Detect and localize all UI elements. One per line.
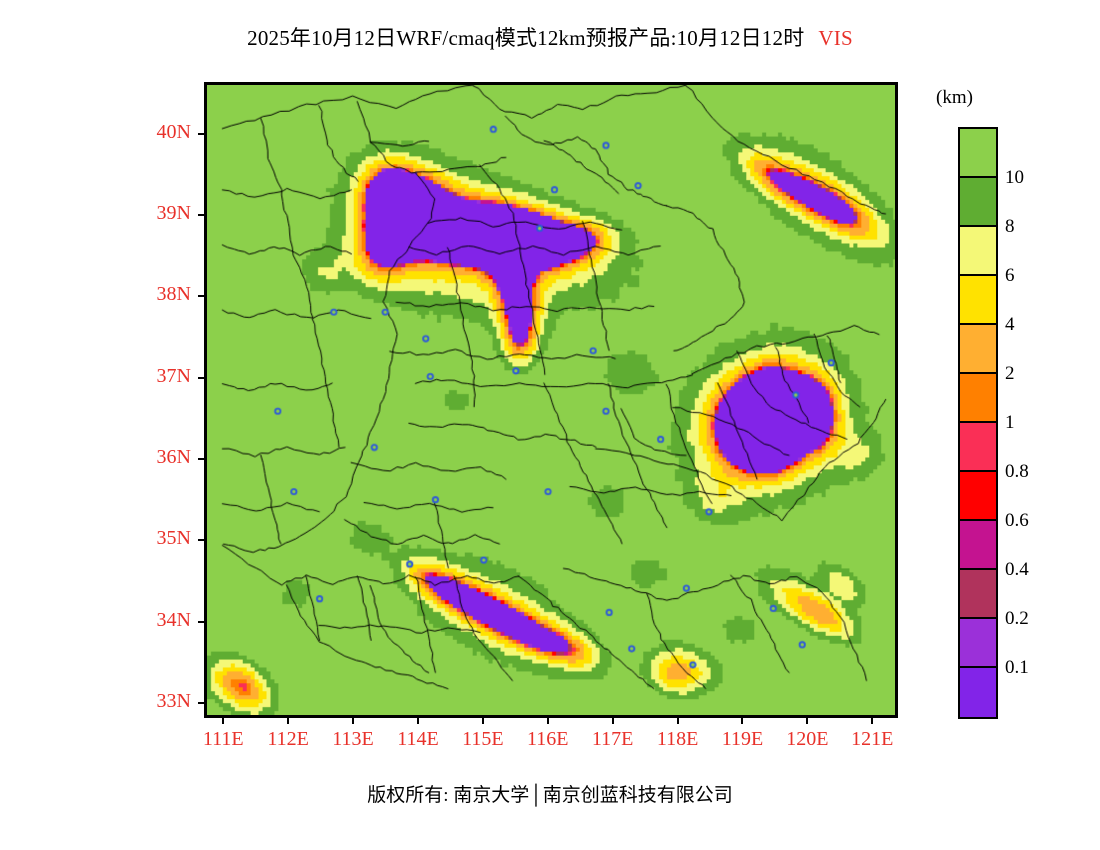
colorbar-tick-label: 0.4 <box>1005 559 1029 580</box>
x-axis-tick <box>611 715 614 724</box>
visibility-heatmap <box>207 85 895 715</box>
colorbar-segment <box>960 325 996 374</box>
x-axis-label: 117E <box>591 728 634 750</box>
y-axis-tick <box>198 701 207 704</box>
colorbar-tick-label: 10 <box>1005 167 1024 188</box>
x-axis-label: 113E <box>332 728 374 750</box>
x-axis-label: 114E <box>397 728 439 750</box>
x-axis-tick <box>352 715 355 724</box>
colorbar-segment <box>960 619 996 668</box>
y-axis-label: 38N <box>156 283 191 306</box>
colorbar-segment <box>960 129 996 178</box>
colorbar-tick-label: 6 <box>1005 265 1015 286</box>
colorbar-tick-label: 0.6 <box>1005 510 1029 531</box>
colorbar-tick-label: 0.2 <box>1005 608 1029 629</box>
colorbar-segment <box>960 472 996 521</box>
x-axis-tick <box>287 715 290 724</box>
x-axis-tick <box>741 715 744 724</box>
colorbar-tick-label: 4 <box>1005 314 1015 335</box>
colorbar-tick-label: 0.8 <box>1005 461 1029 482</box>
x-axis-tick <box>222 715 225 724</box>
x-axis-label: 119E <box>721 728 764 750</box>
colorbar-segment <box>960 668 996 717</box>
x-axis-tick <box>416 715 419 724</box>
colorbar-segment <box>960 521 996 570</box>
x-axis-label: 112E <box>267 728 309 750</box>
variable-label: VIS <box>818 26 853 50</box>
colorbar-segment <box>960 227 996 276</box>
y-axis-label: 34N <box>156 608 191 631</box>
x-axis-label: 116E <box>527 728 569 750</box>
y-axis-label: 37N <box>156 364 191 387</box>
colorbar-tick-label: 8 <box>1005 216 1015 237</box>
colorbar-segment <box>960 570 996 619</box>
y-axis-tick <box>198 376 207 379</box>
y-axis-tick <box>198 620 207 623</box>
y-axis-tick <box>198 132 207 135</box>
colorbar-unit-label: (km) <box>936 87 973 108</box>
colorbar-segment <box>960 374 996 423</box>
y-axis-label: 39N <box>156 202 191 225</box>
map-plot-area[interactable] <box>204 82 898 718</box>
colorbar-segment <box>960 178 996 227</box>
y-axis-tick <box>198 539 207 542</box>
y-axis-tick <box>198 295 207 298</box>
title-text: 2025年10月12日WRF/cmaq模式12km预报产品:10月12日12时 <box>247 26 805 50</box>
colorbar-segment <box>960 423 996 472</box>
copyright-footer: 版权所有: 南京大学│南京创蓝科技有限公司 <box>367 785 733 806</box>
x-axis-tick <box>806 715 809 724</box>
colorbar-segment <box>960 276 996 325</box>
colorbar-tick-label: 0.1 <box>1005 657 1029 678</box>
x-axis-tick <box>546 715 549 724</box>
x-axis-label: 118E <box>656 728 699 750</box>
y-axis-label: 36N <box>156 445 191 468</box>
page-title: 2025年10月12日WRF/cmaq模式12km预报产品:10月12日12时 V… <box>0 22 1100 52</box>
x-axis-label: 120E <box>786 728 829 750</box>
colorbar-tick-label: 1 <box>1005 412 1015 433</box>
y-axis-label: 33N <box>156 689 191 712</box>
y-axis-label: 35N <box>156 527 191 550</box>
y-axis-tick <box>198 214 207 217</box>
x-axis-label: 115E <box>462 728 504 750</box>
x-axis-tick <box>871 715 874 724</box>
y-axis-tick <box>198 457 207 460</box>
colorbar[interactable] <box>958 127 998 719</box>
x-axis-label: 121E <box>851 728 894 750</box>
x-axis-label: 111E <box>202 728 244 750</box>
colorbar-tick-label: 2 <box>1005 363 1015 384</box>
x-axis-tick <box>676 715 679 724</box>
y-axis-label: 40N <box>156 120 191 143</box>
x-axis-tick <box>481 715 484 724</box>
